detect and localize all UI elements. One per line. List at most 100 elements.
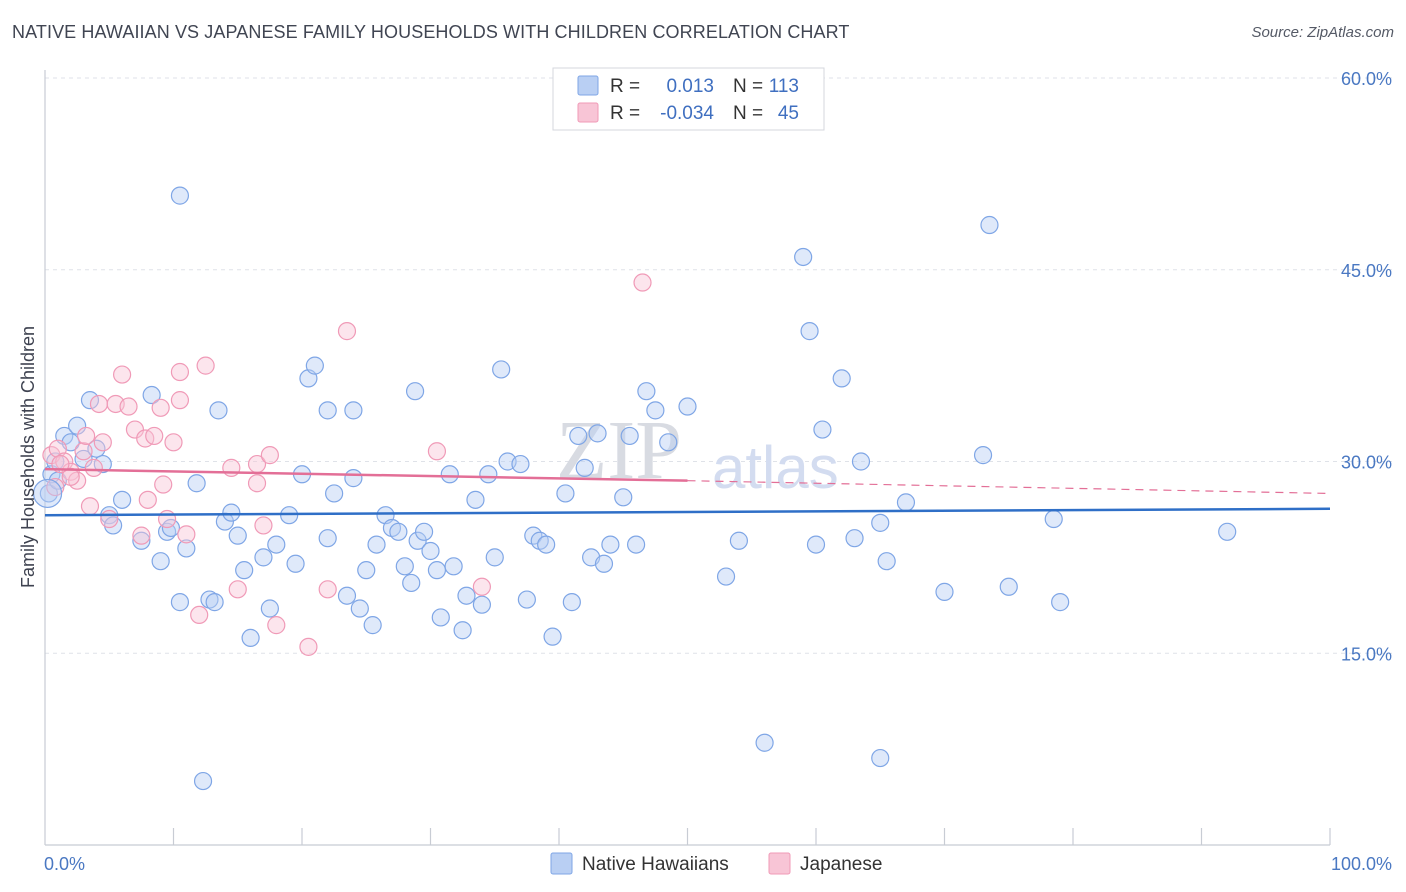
point-native-hawaiians-20 <box>177 539 196 558</box>
legend-n-value-2: 45 <box>778 103 799 124</box>
point-native-hawaiians-78 <box>562 593 581 612</box>
point-native-hawaiians-88 <box>637 382 656 401</box>
point-native-hawaiians-104 <box>877 552 896 571</box>
point-native-hawaiians-26 <box>209 401 228 420</box>
legend-r-value-2: -0.034 <box>660 103 714 124</box>
point-japanese-10 <box>100 509 119 529</box>
point-japanese-24 <box>177 525 196 544</box>
point-japanese-19 <box>157 509 177 529</box>
point-native-hawaiians-95 <box>794 247 813 267</box>
point-native-hawaiians-110 <box>1044 509 1063 529</box>
point-native-hawaiians-97 <box>806 535 826 554</box>
point-native-hawaiians-34 <box>267 535 286 554</box>
point-japanese-40 <box>61 467 80 486</box>
point-native-hawaiians-56 <box>408 531 427 550</box>
point-japanese-23 <box>170 391 190 410</box>
point-native-hawaiians-103 <box>871 513 890 532</box>
point-native-hawaiians-59 <box>427 561 447 580</box>
point-native-hawaiians-92 <box>716 567 736 586</box>
point-native-hawaiians-48 <box>363 616 382 635</box>
point-japanese-22 <box>170 362 190 382</box>
point-native-hawaiians-19 <box>170 593 190 612</box>
point-native-hawaiians-24 <box>200 590 219 609</box>
point-native-hawaiians-52 <box>389 522 408 541</box>
point-japanese-12 <box>112 365 132 384</box>
legend-r-label-2: R = <box>610 103 640 124</box>
point-native-hawaiians-84 <box>601 535 620 554</box>
x-tick-label-max: 100.0% <box>1331 854 1392 874</box>
point-japanese-32 <box>260 446 279 465</box>
point-native-hawaiians-57 <box>414 522 434 541</box>
legend-n-label-2: N = <box>733 103 763 124</box>
point-native-hawaiians-82 <box>588 424 607 443</box>
point-native-hawaiians-60 <box>431 608 450 627</box>
bottom-legend-swatch-native-hawaiians <box>550 852 573 875</box>
point-native-hawaiians-105 <box>896 493 916 512</box>
point-japanese-17 <box>145 426 164 446</box>
point-native-hawaiians-22 <box>187 474 206 493</box>
point-native-hawaiians-63 <box>453 621 472 640</box>
point-native-hawaiians-25 <box>205 593 224 612</box>
point-japanese-36 <box>337 322 357 341</box>
point-native-hawaiians-16 <box>151 552 170 571</box>
point-native-hawaiians-28 <box>222 503 241 522</box>
point-native-hawaiians-106 <box>935 582 954 601</box>
point-native-hawaiians-46 <box>344 401 363 420</box>
legend-r-label-1: R = <box>610 76 640 97</box>
point-native-hawaiians-23 <box>193 771 213 791</box>
point-native-hawaiians-100 <box>845 529 864 548</box>
point-japanese-21 <box>164 433 183 452</box>
x-tick-label-min: 0.0% <box>44 854 85 874</box>
point-native-hawaiians-75 <box>537 535 556 554</box>
point-native-hawaiians-107 <box>973 446 993 465</box>
point-native-hawaiians-93 <box>729 531 749 550</box>
point-native-hawaiians-111 <box>1051 593 1070 612</box>
point-japanese-33 <box>267 616 286 635</box>
point-native-hawaiians-cluster <box>32 478 63 509</box>
point-native-hawaiians-42 <box>318 529 337 548</box>
point-native-hawaiians-18 <box>161 518 181 538</box>
gridlines <box>45 77 1392 654</box>
point-native-hawaiians-40 <box>318 401 337 420</box>
point-japanese-38 <box>472 577 491 596</box>
point-japanese-34 <box>299 637 318 656</box>
bottom-legend-label-japanese: Japanese <box>800 854 882 875</box>
point-native-hawaiians-44 <box>344 469 363 488</box>
point-native-hawaiians-58 <box>421 541 440 561</box>
point-native-hawaiians-101 <box>851 452 871 471</box>
y-tick-label-45: 45.0% <box>1341 261 1392 281</box>
point-native-hawaiians-14 <box>132 531 151 550</box>
point-japanese-15 <box>132 526 151 545</box>
y-tick-label-30: 30.0% <box>1341 453 1392 473</box>
trend-line-japanese <box>44 467 688 482</box>
point-native-hawaiians-54 <box>402 573 421 593</box>
point-native-hawaiians-8 <box>80 391 100 410</box>
point-native-hawaiians-32 <box>254 548 273 567</box>
bottom-legend-swatch-japanese <box>768 852 791 875</box>
point-native-hawaiians-66 <box>472 595 491 614</box>
point-japanese-31 <box>254 516 273 535</box>
point-japanese-20 <box>154 475 173 494</box>
point-japanese-8 <box>89 394 109 414</box>
point-native-hawaiians-6 <box>68 416 87 435</box>
point-native-hawaiians-77 <box>556 484 575 503</box>
point-japanese-35 <box>318 580 337 599</box>
watermark-zip: ZIP <box>556 404 682 497</box>
point-japanese-42 <box>77 426 96 446</box>
point-native-hawaiians-43 <box>337 586 357 605</box>
legend-swatch-japanese <box>577 102 599 123</box>
point-japanese-14 <box>125 420 145 439</box>
point-native-hawaiians-89 <box>646 401 665 420</box>
point-native-hawaiians-76 <box>543 627 562 646</box>
trend-line-native-hawaiians <box>44 507 1331 517</box>
point-native-hawaiians-109 <box>999 577 1018 596</box>
point-native-hawaiians-94 <box>755 733 774 752</box>
point-native-hawaiians-64 <box>457 586 476 605</box>
point-native-hawaiians-91 <box>678 397 697 416</box>
point-japanese-43 <box>138 490 157 509</box>
y-tick-label-15: 15.0% <box>1341 644 1392 664</box>
watermark: ZIP atlas <box>556 404 839 501</box>
point-native-hawaiians-85 <box>614 488 633 507</box>
point-japanese-44 <box>46 477 65 497</box>
point-native-hawaiians-61 <box>440 465 459 484</box>
